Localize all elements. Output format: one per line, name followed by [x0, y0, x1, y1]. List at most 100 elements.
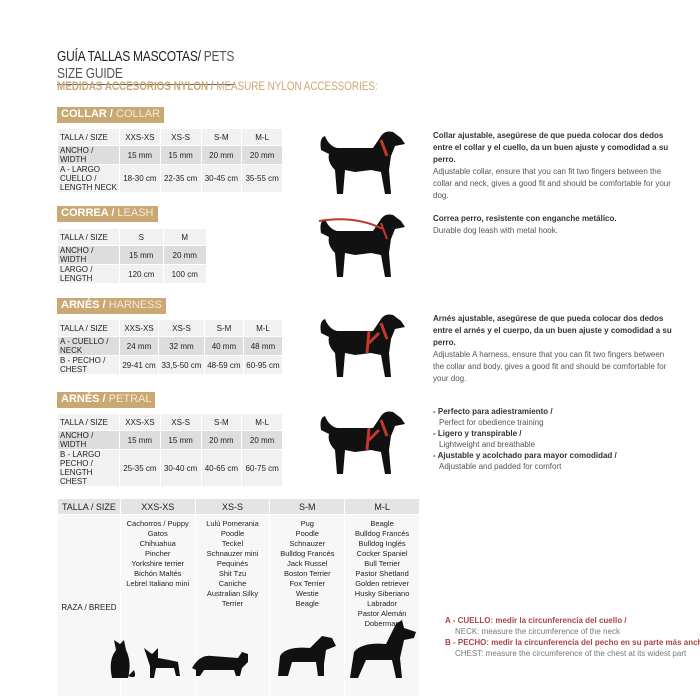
harness-size-table: TALLA / SIZE XXS-XS XS-S S-M M-L A - CUELLO /…	[57, 319, 284, 375]
petral-size-table: TALLA / SIZE XXS-XS XS-S S-M M-L ANCHO / WIDT…	[57, 413, 283, 487]
header-cell: S-M	[200, 413, 243, 431]
table-row: ANCHO / WIDTH 15 mm 15 mm 20 mm 20 mm	[57, 145, 283, 165]
table-cell: 30-40 cm	[159, 449, 202, 487]
breed-name: Shit Tzu	[218, 569, 247, 578]
table-cell: 24 mm	[118, 336, 160, 356]
schnauzer-icon	[278, 636, 336, 676]
header-cell: TALLA / SIZE	[57, 413, 120, 431]
table-row: LARGO / LENGTH 120 cm 100 cm	[57, 264, 207, 284]
header-cell: TALLA / SIZE	[57, 228, 120, 246]
breed-name: Westie	[295, 589, 319, 598]
header-cell: XS-S	[159, 128, 202, 146]
harness-strap	[365, 419, 389, 451]
measure-notes: A - CUELLO: medir la circunferencia del …	[445, 615, 700, 659]
table-cell: 120 cm	[119, 264, 164, 284]
header-cell: M-L	[344, 498, 420, 515]
header-cell: XS-S	[194, 498, 271, 515]
table-header-row: TALLA / SIZE XXS-XS XS-S S-M M-L	[57, 319, 284, 337]
breed-name: Yorkshire terrier	[131, 559, 185, 568]
breed-name: Pastor Alemán	[357, 609, 407, 618]
table-cell: 18-30 cm	[119, 164, 161, 193]
row-label: RAZA / BREED	[57, 514, 121, 697]
leash-description: Correa perro, resistente con enganche me…	[433, 214, 617, 235]
header-cell: S-M	[269, 498, 346, 515]
breed-name: Gatos	[147, 529, 168, 538]
breed-name: Golden retriever	[355, 579, 409, 588]
note-item: B - PECHO: medir la circunferencia del p…	[445, 638, 700, 658]
breed-name: Lulú Pomerania	[206, 519, 259, 528]
table-cell: 100 cm	[162, 264, 207, 284]
dog-silhouette-icon	[320, 131, 405, 194]
table-cell: 33,5-50 cm	[158, 355, 205, 375]
table-cell: 20 mm	[200, 430, 243, 450]
table-cell: 48 mm	[242, 336, 284, 356]
breed-name: Teckel	[221, 539, 244, 548]
table-cell: 25-35 cm	[119, 449, 161, 487]
table-row: A - LARGO CUELLO / LENGTH NECK 18-30 cm 22…	[57, 164, 283, 193]
header-cell: XXS-XS	[119, 128, 161, 146]
table-cell: 20 mm	[200, 145, 243, 165]
breed-name: Bulldog Francés	[354, 529, 410, 538]
table-cell: ANCHO / WIDTH	[57, 145, 120, 165]
table-cell: A - CUELLO / NECK	[57, 336, 120, 356]
collar-strap	[379, 139, 389, 157]
table-cell: ANCHO / WIDTH	[57, 430, 120, 450]
collar-description: Collar ajustable, asegúrese de que pueda…	[433, 131, 671, 200]
dog-silhouette-icon	[320, 314, 405, 377]
breed-name: Schnauzer mini	[206, 549, 259, 558]
breed-name: Pequinés	[216, 559, 249, 568]
breed-name: Australian Silky Terrier	[206, 589, 259, 608]
breed-name: Pincher	[144, 549, 171, 558]
header-cell: TALLA / SIZE	[57, 319, 120, 337]
breed-name: Pug	[300, 519, 314, 528]
table-header-row: TALLA / SIZE S M	[57, 228, 207, 246]
leash-size-table: TALLA / SIZE S M ANCHO / WIDTH 15 mm 20 mm LAR…	[57, 228, 207, 284]
harness-strap	[365, 322, 389, 354]
dachshund-icon	[192, 652, 248, 676]
breed-size-table: TALLA / SIZE XXS-XS XS-S S-M M-L RAZA / BREED…	[57, 498, 420, 697]
breed-name: Cocker Spaniel	[356, 549, 408, 558]
doberman-icon	[350, 620, 416, 678]
header-cell: XS-S	[158, 319, 205, 337]
table-cell: 60-95 cm	[242, 355, 284, 375]
header-cell: XS-S	[159, 413, 202, 431]
breed-name: Beagle	[295, 599, 319, 608]
header-cell: TALLA / SIZE	[57, 128, 120, 146]
header-cell: TALLA / SIZE	[57, 498, 121, 515]
table-row: ANCHO / WIDTH 15 mm 20 mm	[57, 245, 207, 265]
collar-size-table: TALLA / SIZE XXS-XS XS-S S-M M-L ANCHO / WIDT…	[57, 128, 283, 193]
breed-name: Schnauzer	[289, 539, 326, 548]
header-cell: XXS-XS	[119, 498, 196, 515]
breed-name: Bichón Maltés	[134, 569, 182, 578]
table-cell: 22-35 cm	[159, 164, 202, 193]
breed-row: RAZA / BREED Cachorros / Puppy Gatos Chihua…	[57, 514, 420, 697]
table-cell: 15 mm	[119, 245, 164, 265]
dog-silhouette-icon	[320, 411, 405, 474]
table-cell: 30-45 cm	[200, 164, 243, 193]
collar-band: COLLAR / COLLAR	[57, 107, 165, 123]
header-cell: M	[162, 228, 207, 246]
pet-silhouettes	[110, 620, 416, 678]
table-header-row: TALLA / SIZE XXS-XS XS-S S-M M-L	[57, 128, 283, 146]
breed-list: Beagle Bulldog Francés Bulldog Inglés Cocke…	[344, 514, 420, 697]
breed-name: Boston Terrier	[284, 569, 331, 578]
breed-name: Jack Russel	[287, 559, 328, 568]
table-cell: 29-41 cm	[118, 355, 160, 375]
section-subtitle: MEDIDAS ACCESORIOS NYLON / MEASURE NYLON…	[57, 79, 378, 93]
breed-name: Labrador	[367, 599, 398, 608]
breed-name: Poodle	[295, 529, 319, 538]
table-cell: 48-59 cm	[203, 355, 244, 375]
breed-name: Beagle	[370, 519, 394, 528]
table-cell: LARGO / LENGTH	[57, 264, 120, 284]
table-cell: ANCHO / WIDTH	[57, 245, 120, 265]
dog-silhouette-icon	[318, 214, 405, 277]
breed-name: Lebrel Italiano mini	[126, 579, 190, 588]
table-cell: 20 mm	[162, 245, 207, 265]
breed-name: Chihuahua	[139, 539, 176, 548]
header-cell: M-L	[241, 128, 283, 146]
breed-name: Cachorros / Puppy	[126, 519, 189, 528]
table-cell: B - PECHO / CHEST	[57, 355, 120, 375]
breed-name: Fox Terrier	[289, 579, 326, 588]
table-cell: B - LARGO PECHO / LENGTH CHEST	[57, 449, 120, 487]
breed-name: Husky Siberiano	[354, 589, 410, 598]
